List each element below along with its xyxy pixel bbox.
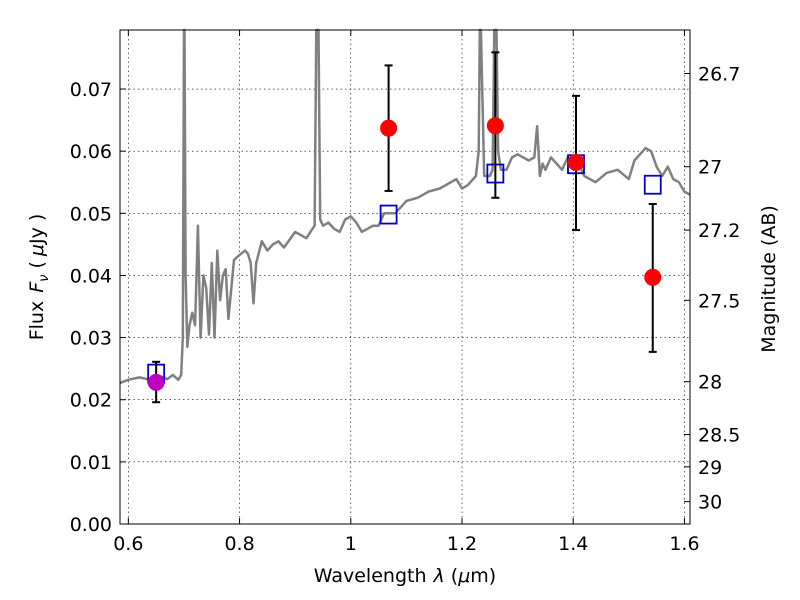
grid [120,30,690,524]
y2-tick-label: 29 [698,457,722,479]
spectrum-layer [119,28,691,385]
y2-tick-label: 27.5 [698,290,740,312]
y-tick-label: 0.05 [70,203,112,225]
x-tick-label: 0.8 [224,533,254,555]
y2-tick-label: 27 [698,157,722,179]
x-axis-label-unit-mu: μ [457,565,470,587]
observed-photometry-layer [147,51,662,404]
y2-tick-label: 27.2 [698,220,740,242]
x-axis-ticks: 0.6 0.8 1 1.2 1.4 1.6 [113,30,700,555]
y2-axis-ticks: 26.7 27 27.2 27.5 28 28.5 29 30 [684,63,740,514]
y-tick-label: 0.06 [70,141,112,163]
y-axis-label-unit-mu: μ [26,244,48,257]
x-axis-label: Wavelength λ (μm) [314,565,496,587]
y-axis-label-symbol: F [26,281,48,293]
y-axis-label: Flux Fν ( μJy ) [26,214,52,341]
observed-point [644,268,662,286]
x-tick-label: 1.2 [447,533,477,555]
synthetic-point [379,204,398,225]
y-tick-label: 0.04 [70,265,112,287]
x-axis-label-text: Wavelength [314,565,427,587]
y-tick-label: 0.01 [70,452,112,474]
y2-tick-label: 30 [698,492,722,514]
y-tick-label: 0.02 [70,390,112,412]
x-tick-label: 0.6 [113,533,143,555]
y2-tick-label: 26.7 [698,63,740,85]
spectrum-line [119,28,691,385]
observed-point [486,117,504,135]
y-tick-label: 0.07 [70,79,112,101]
y-tick-label: 0.00 [70,514,112,536]
y-tick-label: 0.03 [70,328,112,350]
x-tick-label: 1 [345,533,357,555]
synthetic-point [643,174,662,195]
x-tick-label: 1.6 [669,533,699,555]
y-axis-ticks: 0.00 0.01 0.02 0.03 0.04 0.05 0.06 0.07 [70,79,126,536]
x-axis-label-unit-rest: m) [470,565,496,587]
observed-point [380,119,398,137]
x-axis-label-unit-open: ( [445,565,458,587]
plot-frame [119,29,691,525]
y-axis-label-unit-rest: Jy ) [26,214,48,245]
y-axis-label-unit-open: ( [26,261,48,274]
x-axis-label-symbol: λ [433,565,445,587]
observed-point [567,153,585,171]
plot-background [120,30,690,524]
observed-point [147,373,165,391]
y-axis-label-text: Flux [26,301,48,341]
y-axis-label-subscript: ν [37,275,52,282]
y2-tick-label: 28 [698,372,722,394]
y2-tick-label: 28.5 [698,425,740,447]
x-tick-label: 1.4 [558,533,588,555]
y2-axis-label: Magnitude (AB) [758,205,780,353]
